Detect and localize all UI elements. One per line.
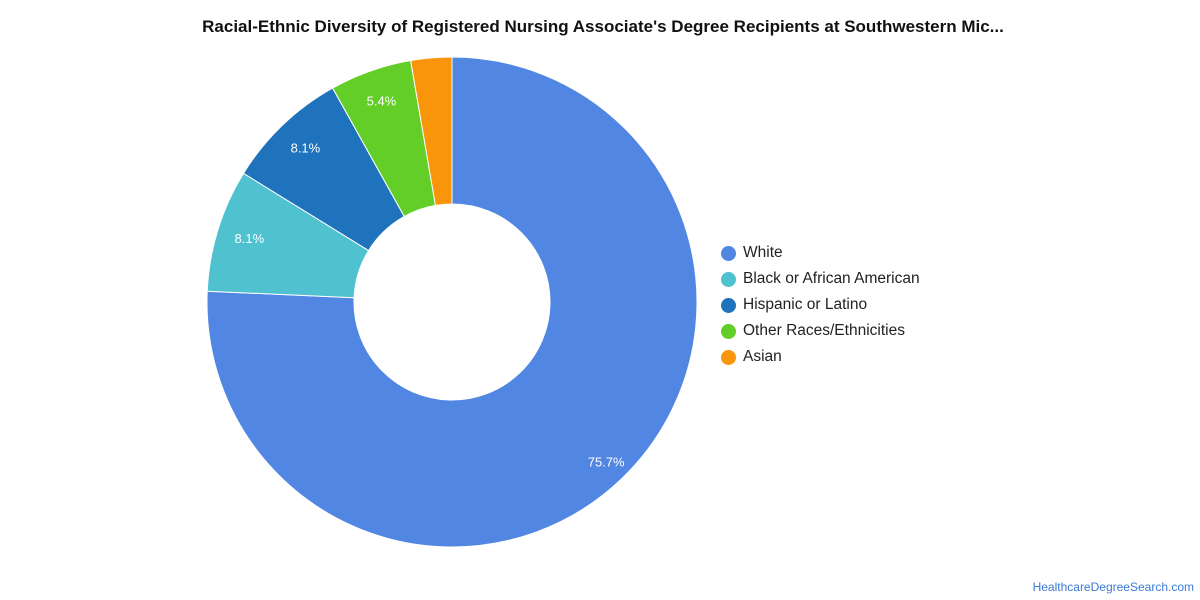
slice-asian[interactable]: [410, 56, 453, 206]
legend-item[interactable]: Black or African American: [721, 266, 920, 292]
slice-value-label: 8.1%: [235, 231, 265, 246]
legend-swatch-icon: [721, 349, 736, 365]
chart-title: Racial-Ethnic Diversity of Registered Nu…: [202, 17, 1004, 36]
legend-swatch-icon: [721, 323, 736, 339]
slice-value-label: 5.4%: [367, 94, 397, 109]
legend-label: Asian: [743, 348, 782, 365]
legend-swatch-icon: [721, 271, 736, 287]
legend-item[interactable]: Asian: [721, 344, 920, 370]
legend-swatch-icon: [721, 245, 736, 261]
legend-item[interactable]: Other Races/Ethnicities: [721, 318, 920, 344]
legend-item[interactable]: White: [721, 240, 920, 266]
legend-item[interactable]: Hispanic or Latino: [721, 292, 920, 318]
legend-label: Other Races/Ethnicities: [743, 322, 905, 339]
legend-label: Hispanic or Latino: [743, 296, 868, 313]
legend-label: White: [743, 244, 783, 261]
source-link[interactable]: HealthcareDegreeSearch.com: [1032, 580, 1194, 594]
legend-swatch-icon: [721, 297, 736, 313]
legend-label: Black or African American: [743, 270, 920, 287]
chart-legend: White Black or African American Hispanic o…: [721, 240, 920, 370]
slice-white[interactable]: [206, 56, 698, 548]
slice-value-label: 8.1%: [291, 140, 321, 155]
slice-value-label: 75.7%: [588, 455, 625, 470]
